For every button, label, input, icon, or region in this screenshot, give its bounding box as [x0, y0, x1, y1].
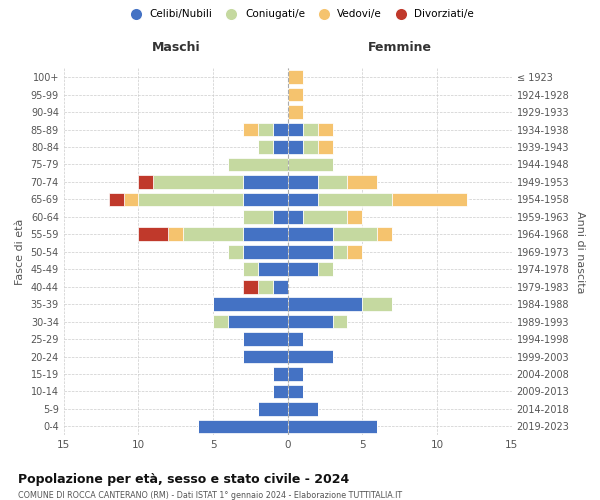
Bar: [243, 262, 258, 276]
Y-axis label: Fasce di età: Fasce di età: [15, 218, 25, 285]
Bar: [258, 402, 288, 416]
Bar: [317, 262, 332, 276]
Bar: [288, 122, 302, 136]
Bar: [243, 228, 288, 241]
Bar: [213, 315, 228, 328]
Bar: [288, 384, 302, 398]
Bar: [288, 367, 302, 381]
Y-axis label: Anni di nascita: Anni di nascita: [575, 210, 585, 293]
Bar: [139, 175, 154, 188]
Bar: [258, 280, 273, 293]
Bar: [332, 245, 347, 258]
Bar: [243, 122, 258, 136]
Bar: [377, 228, 392, 241]
Bar: [243, 350, 288, 364]
Bar: [288, 350, 332, 364]
Text: COMUNE DI ROCCA CANTERANO (RM) - Dati ISTAT 1° gennaio 2024 - Elaborazione TUTTI: COMUNE DI ROCCA CANTERANO (RM) - Dati IS…: [18, 491, 402, 500]
Bar: [273, 140, 288, 154]
Bar: [124, 192, 139, 206]
Bar: [288, 262, 317, 276]
Bar: [317, 192, 392, 206]
Bar: [258, 140, 273, 154]
Bar: [317, 140, 332, 154]
Bar: [317, 122, 332, 136]
Bar: [243, 332, 288, 346]
Bar: [347, 210, 362, 224]
Bar: [288, 315, 332, 328]
Text: Popolazione per età, sesso e stato civile - 2024: Popolazione per età, sesso e stato civil…: [18, 472, 349, 486]
Bar: [258, 122, 273, 136]
Bar: [288, 175, 317, 188]
Bar: [332, 228, 377, 241]
Bar: [347, 245, 362, 258]
Bar: [154, 175, 243, 188]
Bar: [347, 175, 377, 188]
Bar: [139, 192, 243, 206]
Bar: [243, 280, 258, 293]
Bar: [317, 175, 347, 188]
Bar: [228, 158, 288, 172]
Bar: [288, 245, 332, 258]
Bar: [302, 140, 317, 154]
Bar: [169, 228, 183, 241]
Bar: [139, 228, 169, 241]
Bar: [288, 70, 302, 84]
Bar: [228, 245, 243, 258]
Bar: [288, 88, 302, 102]
Bar: [273, 384, 288, 398]
Bar: [243, 175, 288, 188]
Bar: [183, 228, 243, 241]
Bar: [288, 140, 302, 154]
Bar: [273, 367, 288, 381]
Bar: [362, 298, 392, 311]
Bar: [213, 298, 288, 311]
Text: Maschi: Maschi: [151, 40, 200, 54]
Bar: [109, 192, 124, 206]
Bar: [273, 210, 288, 224]
Legend: Celibi/Nubili, Coniugati/e, Vedovi/e, Divorziati/e: Celibi/Nubili, Coniugati/e, Vedovi/e, Di…: [122, 5, 478, 24]
Bar: [288, 402, 317, 416]
Bar: [228, 315, 288, 328]
Bar: [288, 105, 302, 119]
Bar: [243, 245, 288, 258]
Bar: [392, 192, 467, 206]
Bar: [288, 332, 302, 346]
Bar: [288, 298, 362, 311]
Bar: [198, 420, 288, 433]
Bar: [302, 122, 317, 136]
Bar: [273, 280, 288, 293]
Bar: [288, 192, 317, 206]
Bar: [273, 122, 288, 136]
Bar: [288, 420, 377, 433]
Text: Femmine: Femmine: [368, 40, 432, 54]
Bar: [258, 262, 288, 276]
Bar: [243, 210, 273, 224]
Bar: [288, 158, 332, 172]
Bar: [288, 210, 302, 224]
Bar: [288, 228, 332, 241]
Bar: [302, 210, 347, 224]
Bar: [243, 192, 288, 206]
Bar: [332, 315, 347, 328]
